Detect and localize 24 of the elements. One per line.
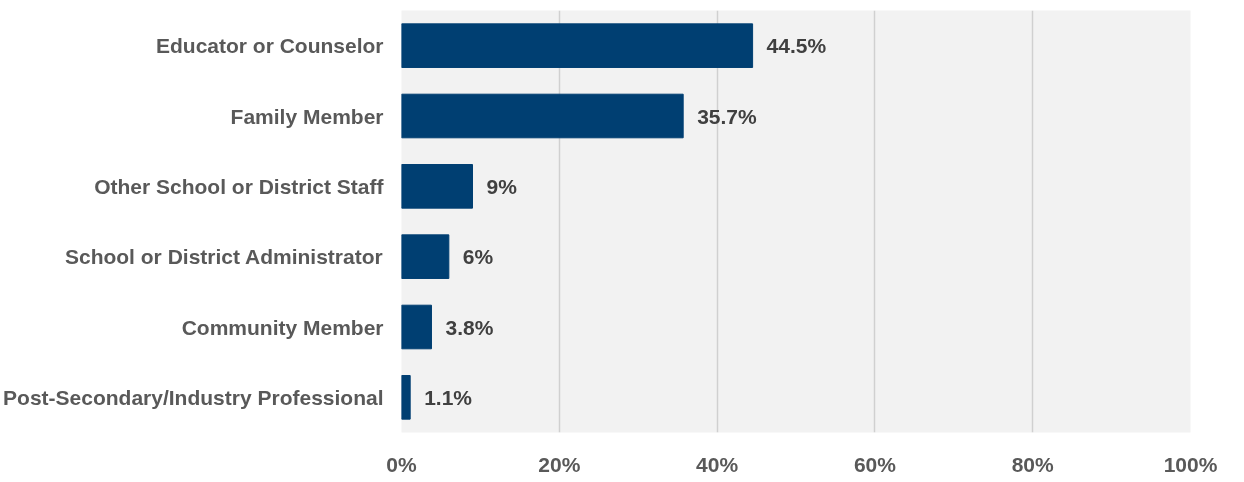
- y-tick-label: Family Member: [230, 104, 384, 128]
- y-tick-label: Other School or District Staff: [94, 174, 385, 198]
- bar: [401, 234, 450, 279]
- y-tick-label: School or District Administrator: [64, 245, 383, 269]
- bar: [401, 23, 754, 68]
- data-label: 9%: [486, 174, 518, 198]
- y-tick-label: Post-Secondary/Industry Professional: [3, 385, 384, 409]
- bar: [401, 164, 474, 209]
- data-label: 1.1%: [424, 385, 473, 409]
- x-tick-label: 20%: [538, 452, 581, 476]
- data-label: 35.7%: [697, 104, 758, 128]
- bar: [401, 304, 432, 350]
- x-tick-label: 100%: [1163, 452, 1218, 476]
- x-tick-label: 40%: [696, 452, 739, 476]
- data-label: 44.5%: [766, 34, 827, 58]
- data-label: 3.8%: [445, 315, 494, 339]
- y-tick-label: Community Member: [181, 315, 384, 339]
- x-tick-label: 60%: [853, 452, 897, 476]
- x-tick-label: 80%: [1011, 452, 1055, 476]
- y-tick-label: Educator or Counselor: [155, 34, 384, 58]
- bar: [401, 375, 411, 420]
- bar: [401, 93, 684, 139]
- data-label: 6%: [462, 245, 494, 269]
- x-tick-label: 0%: [386, 452, 417, 476]
